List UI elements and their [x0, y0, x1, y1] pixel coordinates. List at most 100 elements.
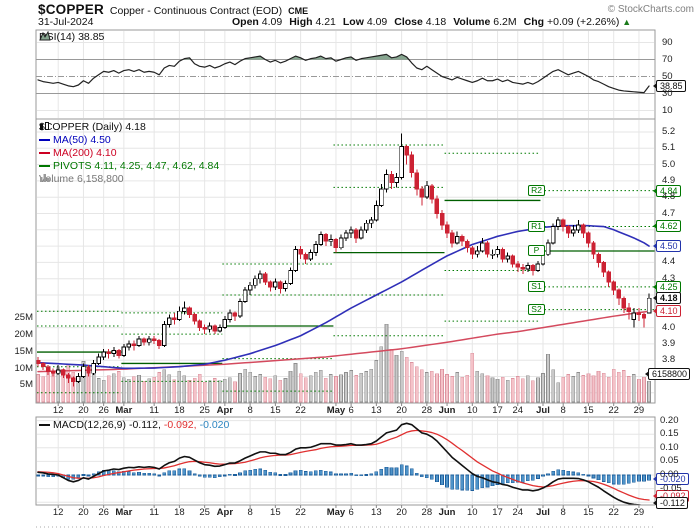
pivot-r1-callout: 4.62 [653, 220, 681, 232]
volume-label: Volume [453, 16, 491, 28]
rsi-axis-label: 10 [662, 104, 673, 116]
rsi-axis-label: 70 [662, 53, 673, 65]
rsi-legend: RSI(14) 38.85 [39, 31, 104, 43]
x-axis-tick-label: Mar [115, 507, 133, 518]
rsi-axis-label: 90 [662, 36, 673, 48]
ma50-legend: MA(50) 4.50 [39, 134, 111, 146]
x-axis-tick-label: 24 [512, 405, 524, 416]
pivot-tag-r1: R1 [528, 221, 545, 233]
x-axis-tick-label: May [326, 507, 346, 518]
x-axis-tick-label: 18 [174, 405, 185, 416]
x-axis-tick-label: 22 [295, 405, 306, 416]
rsi-icon [39, 31, 51, 41]
x-axis-tick-label: Jun [438, 507, 456, 518]
rsi-axis-label: 30 [662, 87, 673, 99]
macd-axis-label: 0.10 [660, 441, 679, 453]
symbol-ticker: $COPPER [38, 2, 104, 17]
chg-value: +0.09 (+2.26%) [546, 16, 620, 28]
macd-axis-label: 0.00 [660, 469, 679, 480]
ma200-legend: MA(200) 4.10 [39, 147, 117, 159]
x-axis-tick-label: 26 [98, 507, 109, 518]
candlestick-icon [40, 122, 49, 130]
price-axis-label: 3.8 [662, 354, 676, 366]
volume-axis-label: 5M [19, 379, 33, 391]
price-axis-label: 4.3 [662, 272, 676, 284]
x-axis-tick-label: Apr [216, 405, 234, 416]
pivot-tag-r2: R2 [528, 185, 545, 197]
price-axis-label: 4.0 [662, 321, 676, 333]
x-axis-tick-label: 17 [492, 507, 503, 518]
x-axis-tick-label: 8 [560, 405, 566, 416]
price-axis-label: 4.8 [662, 191, 676, 203]
x-axis-tick-label: Jul [536, 507, 550, 518]
volume-axis-label: 15M [14, 345, 33, 357]
price-axis-label: 5.0 [662, 158, 676, 170]
open-value: 4.09 [261, 16, 283, 28]
symbol-legend-text: $COPPER (Daily) 4.18 [39, 121, 146, 133]
ma50-legend-text: MA(50) 4.50 [53, 134, 111, 146]
x-axis-tick-label: Mar [115, 405, 133, 416]
x-axis-tick-label: 22 [295, 507, 306, 518]
pivot-tag-p: P [528, 245, 545, 257]
volume-legend-text: Volume 6,158,800 [39, 173, 124, 185]
macd-value: -0.112, [128, 419, 161, 431]
chg-label: Chg [523, 16, 545, 28]
x-axis-tick-label: 22 [608, 507, 619, 518]
x-axis-tick-label: 22 [608, 405, 619, 416]
x-axis-tick-label: 15 [583, 507, 594, 518]
price-axis-label: 4.7 [662, 207, 676, 219]
x-axis-tick-label: 12 [52, 507, 64, 518]
x-axis-tick-label: Apr [216, 507, 234, 518]
macd-axis-label: 0.05 [660, 455, 679, 467]
price-axis-label: 3.9 [662, 337, 676, 349]
pivot-r2-callout: 4.84 [653, 185, 681, 197]
x-axis-tick-label: 25 [199, 405, 210, 416]
macd-axis-label: -0.05 [660, 482, 682, 494]
macd-signal-value: -0.092, [163, 419, 197, 431]
x-axis-tick-label: 15 [270, 507, 281, 518]
macd-legend-name: MACD(12,26,9) [53, 419, 126, 431]
rsi-legend-text: RSI(14) 38.85 [39, 31, 105, 43]
x-axis-tick-label: 20 [78, 507, 89, 518]
volume-axis-label: 10M [14, 362, 33, 374]
volume-axis-label: 25M [14, 312, 33, 324]
x-axis-tick-label: May [326, 405, 346, 416]
price-axis-label: 4.4 [662, 256, 676, 268]
ma200-legend-text: MA(200) 4.10 [53, 147, 117, 159]
macd-hist-callout: -0.020 [653, 473, 689, 485]
x-axis-tick-label: 17 [492, 405, 503, 416]
pivot-tag-s1: S1 [528, 281, 545, 293]
macd-line-callout: -0.112 [653, 497, 688, 509]
x-axis-tick-label: 20 [396, 405, 407, 416]
x-axis-tick-label: Jul [536, 405, 550, 416]
last-price-callout: 4.18 [653, 292, 681, 304]
x-axis-tick-label: 6 [348, 405, 354, 416]
rsi-axis-label: 50 [662, 70, 673, 82]
low-label: Low [342, 16, 364, 28]
volume-legend: Volume 6,158,800 [39, 173, 124, 185]
macd-axis-label: 0.15 [660, 428, 679, 440]
low-value: 4.09 [366, 16, 388, 28]
macd-swatch-icon [39, 424, 50, 426]
x-axis-tick-label: 24 [512, 507, 524, 518]
macd-axis-label: 0.20 [660, 414, 679, 426]
x-axis-tick-label: 29 [633, 405, 645, 416]
close-value: 4.18 [425, 16, 447, 28]
x-axis-tick-label: 10 [467, 507, 478, 518]
close-label: Close [394, 16, 423, 28]
ma200-callout: 4.10 [653, 305, 681, 317]
volume-bars-icon [40, 174, 50, 182]
x-axis-tick-label: 25 [199, 507, 210, 518]
chart-date: 31-Jul-2024 [38, 16, 94, 28]
symbol-name: Copper - Continuous Contract (EOD) [109, 5, 283, 17]
volume-value: 6.2M [493, 16, 517, 28]
stockcharts-credit-link[interactable]: © StockCharts.com [607, 4, 694, 15]
x-axis-tick-label: 12 [52, 405, 64, 416]
chart-header: $COPPER Copper - Continuous Contract (EO… [38, 2, 308, 17]
x-axis-tick-label: 8 [560, 507, 566, 518]
x-axis-tick-label: 6 [348, 507, 354, 518]
x-axis-tick-label: 15 [270, 405, 281, 416]
high-label: High [289, 16, 313, 28]
